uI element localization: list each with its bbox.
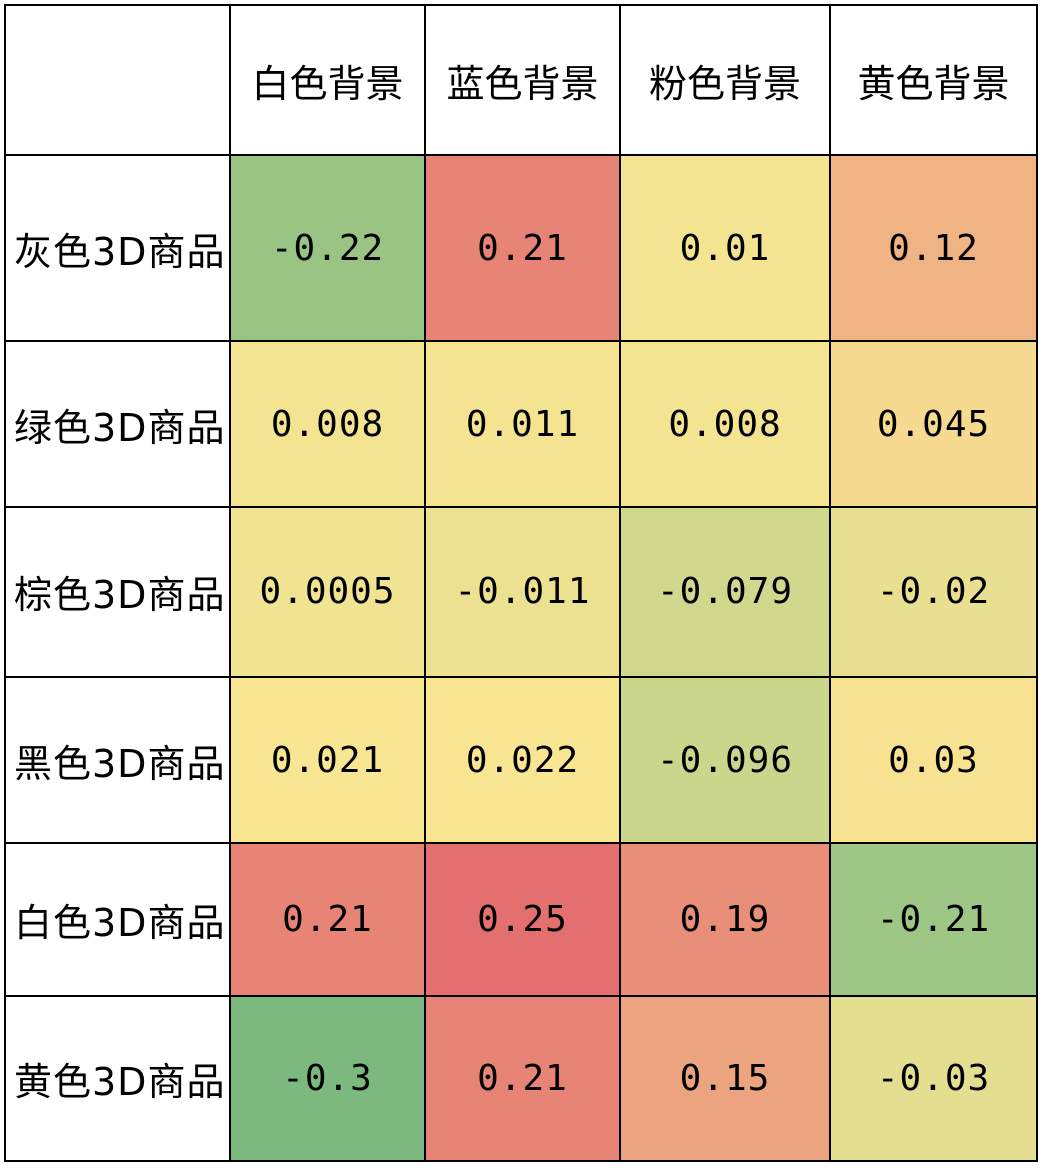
table-row: 棕色3D商品 0.0005 -0.011 -0.079 -0.02 [4, 505, 1038, 679]
row-header: 黑色3D商品 [4, 676, 231, 845]
heatmap-cell: 0.25 [424, 842, 621, 997]
column-header: 黄色背景 [829, 4, 1038, 156]
heatmap-cell: 0.21 [424, 994, 621, 1163]
heatmap-cell: -0.096 [619, 676, 831, 845]
heatmap-cell: -0.21 [829, 842, 1038, 997]
heatmap-cell: 0.021 [229, 676, 426, 845]
heatmap-cell: 0.011 [424, 340, 621, 508]
heatmap-cell: 0.01 [619, 153, 831, 343]
heatmap-cell: 0.12 [829, 153, 1038, 343]
table-row: 白色3D商品 0.21 0.25 0.19 -0.21 [4, 842, 1038, 997]
heatmap-cell: -0.3 [229, 994, 426, 1163]
column-header: 白色背景 [229, 4, 426, 156]
table-row: 绿色3D商品 0.008 0.011 0.008 0.045 [4, 340, 1038, 508]
column-header: 粉色背景 [619, 4, 831, 156]
row-header: 灰色3D商品 [4, 153, 231, 343]
header-row: 白色背景 蓝色背景 粉色背景 黄色背景 [4, 4, 1038, 156]
row-header: 黄色3D商品 [4, 994, 231, 1163]
heatmap-cell: 0.008 [229, 340, 426, 508]
heatmap-cell: 0.008 [619, 340, 831, 508]
heatmap-cell: 0.19 [619, 842, 831, 997]
row-header: 绿色3D商品 [4, 340, 231, 508]
heatmap-cell: -0.079 [619, 505, 831, 679]
heatmap-cell: 0.21 [424, 153, 621, 343]
heatmap-body: 灰色3D商品 -0.22 0.21 0.01 0.12 绿色3D商品 0.008… [4, 153, 1038, 1163]
table-row: 黑色3D商品 0.021 0.022 -0.096 0.03 [4, 676, 1038, 845]
heatmap-cell: 0.0005 [229, 505, 426, 679]
heatmap-cell: 0.03 [829, 676, 1038, 845]
heatmap-table: 白色背景 蓝色背景 粉色背景 黄色背景 灰色3D商品 -0.22 0.21 0.… [4, 4, 1038, 1163]
heatmap-cell: 0.21 [229, 842, 426, 997]
heatmap-cell: -0.03 [829, 994, 1038, 1163]
heatmap-cell: -0.02 [829, 505, 1038, 679]
table-row: 黄色3D商品 -0.3 0.21 0.15 -0.03 [4, 994, 1038, 1163]
heatmap-cell: -0.22 [229, 153, 426, 343]
corner-cell [4, 4, 231, 156]
heatmap-cell: -0.011 [424, 505, 621, 679]
row-header: 白色3D商品 [4, 842, 231, 997]
table-row: 灰色3D商品 -0.22 0.21 0.01 0.12 [4, 153, 1038, 343]
column-header: 蓝色背景 [424, 4, 621, 156]
heatmap-cell: 0.022 [424, 676, 621, 845]
heatmap-cell: 0.045 [829, 340, 1038, 508]
heatmap-cell: 0.15 [619, 994, 831, 1163]
row-header: 棕色3D商品 [4, 505, 231, 679]
